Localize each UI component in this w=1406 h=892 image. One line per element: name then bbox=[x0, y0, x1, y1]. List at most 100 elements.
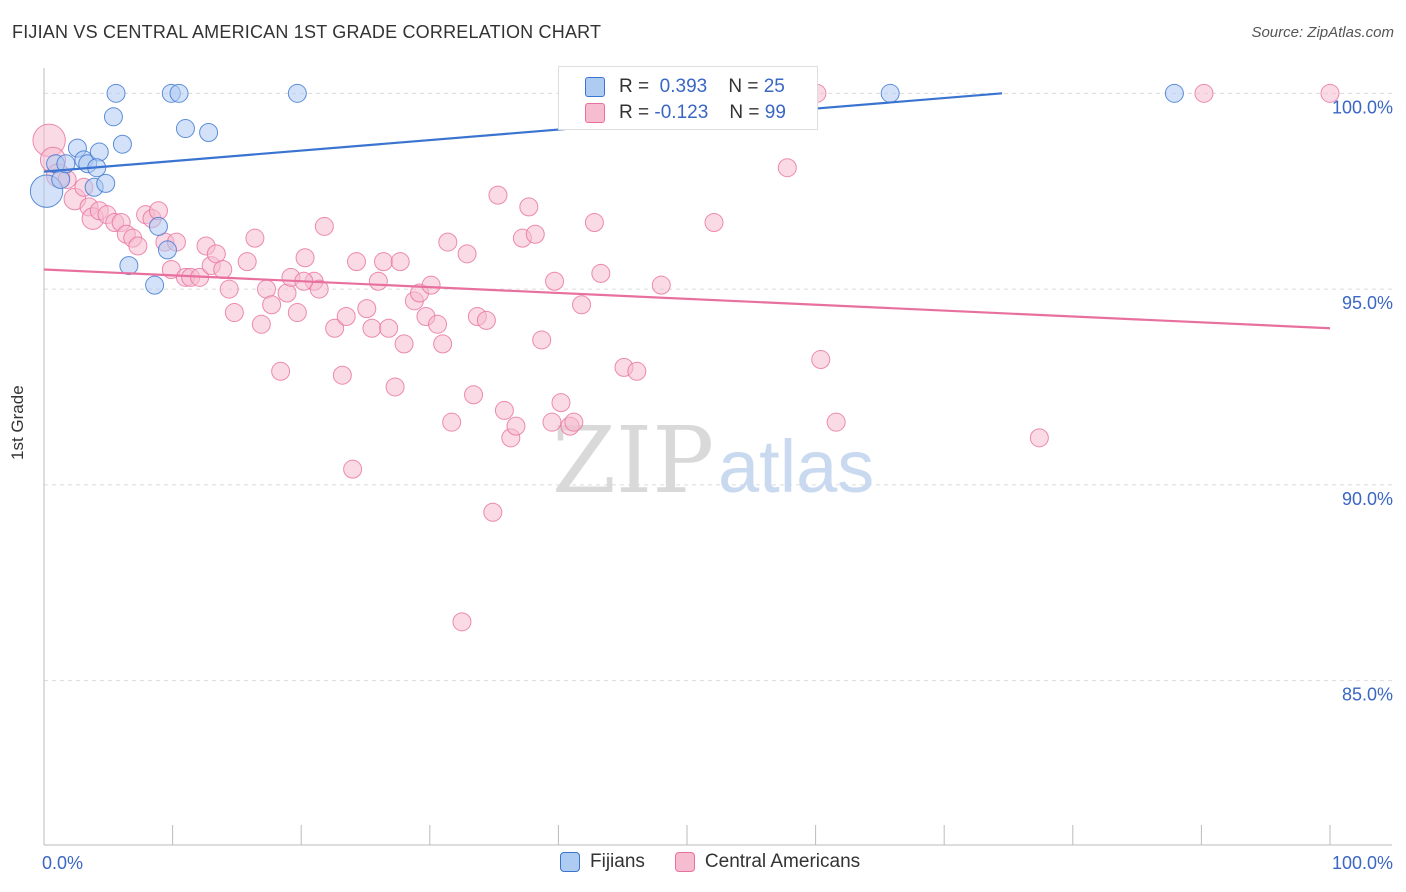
central-american-point bbox=[346, 252, 366, 272]
fijian-point bbox=[103, 107, 123, 127]
y-tick-label: 95.0% bbox=[1342, 293, 1393, 313]
central-american-point bbox=[277, 283, 297, 303]
central-american-point bbox=[224, 303, 244, 323]
stats-swatch-central-americans bbox=[585, 103, 605, 123]
central-american-point bbox=[287, 303, 307, 323]
central-americans-trend-line bbox=[43, 268, 1331, 330]
fijian-point bbox=[880, 83, 900, 103]
central-american-point bbox=[452, 612, 472, 632]
central-american-point bbox=[374, 252, 394, 272]
central-american-point bbox=[476, 310, 496, 330]
central-american-point bbox=[332, 365, 352, 385]
central-american-point bbox=[464, 385, 484, 405]
central-american-point bbox=[325, 318, 345, 338]
central-american-point bbox=[532, 330, 552, 350]
central-american-point bbox=[584, 213, 604, 233]
legend-item-central-americans[interactable]: Central Americans bbox=[674, 851, 861, 873]
central-american-point bbox=[219, 279, 239, 299]
gridlines bbox=[44, 92, 1392, 682]
central-americans-points bbox=[32, 83, 1340, 632]
central-american-point bbox=[336, 306, 356, 326]
central-american-point bbox=[777, 158, 797, 178]
fijian-point bbox=[119, 256, 139, 276]
x-tick-label: 100.0% bbox=[1332, 853, 1393, 873]
legend-swatch bbox=[674, 852, 695, 872]
central-american-point bbox=[545, 271, 565, 291]
central-american-point bbox=[368, 271, 388, 291]
stats-legend: R = 0.393 N = 25 R = -0.123 N = 99 bbox=[558, 66, 818, 130]
central-american-point bbox=[651, 275, 671, 295]
fijian-point bbox=[1164, 83, 1184, 103]
central-american-point bbox=[519, 197, 539, 217]
central-american-point bbox=[362, 318, 382, 338]
n-label: N = bbox=[728, 76, 759, 97]
central-american-point bbox=[237, 252, 257, 272]
central-american-point bbox=[442, 412, 462, 432]
fijian-point bbox=[199, 122, 219, 142]
fijian-point bbox=[106, 83, 126, 103]
central-american-point bbox=[245, 228, 265, 248]
central-american-point bbox=[457, 244, 477, 264]
central-american-point bbox=[564, 412, 584, 432]
y-tick-label: 100.0% bbox=[1332, 97, 1393, 117]
central-american-point bbox=[506, 416, 526, 436]
r-value: 0.393 bbox=[659, 76, 708, 97]
r-value: -0.123 bbox=[654, 102, 709, 123]
stats-row-fijians: R = 0.393 N = 25 bbox=[619, 74, 785, 100]
fijian-point bbox=[96, 173, 116, 193]
central-american-point bbox=[572, 295, 592, 315]
central-american-point bbox=[357, 299, 377, 319]
fijian-point bbox=[169, 83, 189, 103]
central-american-point bbox=[542, 412, 562, 432]
fijian-point bbox=[56, 154, 76, 174]
fijian-point bbox=[287, 83, 307, 103]
fijian-point bbox=[175, 119, 195, 139]
central-american-point bbox=[483, 502, 503, 522]
central-american-point bbox=[494, 400, 514, 420]
central-american-point bbox=[1029, 428, 1049, 448]
stats-row-central-americans: R = -0.123 N = 99 bbox=[619, 100, 786, 126]
central-american-point bbox=[394, 334, 414, 354]
n-value: 25 bbox=[763, 76, 785, 97]
central-american-point bbox=[627, 361, 647, 381]
central-american-point bbox=[385, 377, 405, 397]
central-american-point bbox=[251, 314, 271, 334]
x-tick-label: 0.0% bbox=[42, 853, 83, 873]
central-american-point bbox=[438, 232, 458, 252]
central-american-point bbox=[421, 275, 441, 295]
central-american-point bbox=[271, 361, 291, 381]
central-american-point bbox=[433, 334, 453, 354]
central-american-point bbox=[488, 185, 508, 205]
central-american-point bbox=[314, 216, 334, 236]
legend-label: Central Americans bbox=[704, 851, 861, 872]
central-american-point bbox=[1320, 83, 1340, 103]
central-american-point bbox=[525, 224, 545, 244]
central-american-point bbox=[309, 279, 329, 299]
fijian-point bbox=[112, 134, 132, 154]
central-american-point bbox=[213, 259, 233, 279]
watermark: ZIP atlas bbox=[552, 407, 874, 514]
central-american-point bbox=[262, 295, 282, 315]
chart-title: FIJIAN VS CENTRAL AMERICAN 1ST GRADE COR… bbox=[12, 22, 602, 42]
central-american-point bbox=[379, 318, 399, 338]
legend: Fijians Central Americans bbox=[560, 851, 890, 873]
fijian-point bbox=[157, 240, 177, 260]
legend-item-fijians[interactable]: Fijians bbox=[560, 851, 645, 873]
trend-lines bbox=[43, 92, 1331, 330]
y-tick-label: 85.0% bbox=[1342, 685, 1393, 705]
fijians-trend-line bbox=[43, 92, 1003, 173]
legend-swatch bbox=[560, 852, 580, 872]
central-american-point bbox=[295, 248, 315, 268]
axes bbox=[43, 68, 1392, 846]
legend-label: Fijians bbox=[590, 851, 645, 872]
central-american-point bbox=[551, 393, 571, 413]
fijian-point bbox=[89, 142, 109, 162]
y-tick-label: 90.0% bbox=[1342, 489, 1393, 509]
n-label: N = bbox=[729, 102, 760, 123]
watermark-atlas: atlas bbox=[718, 425, 874, 508]
central-american-point bbox=[1194, 83, 1214, 103]
source-label: Source: ZipAtlas.com bbox=[1251, 24, 1394, 41]
central-american-point bbox=[591, 263, 611, 283]
stats-swatch-fijians bbox=[585, 77, 605, 97]
